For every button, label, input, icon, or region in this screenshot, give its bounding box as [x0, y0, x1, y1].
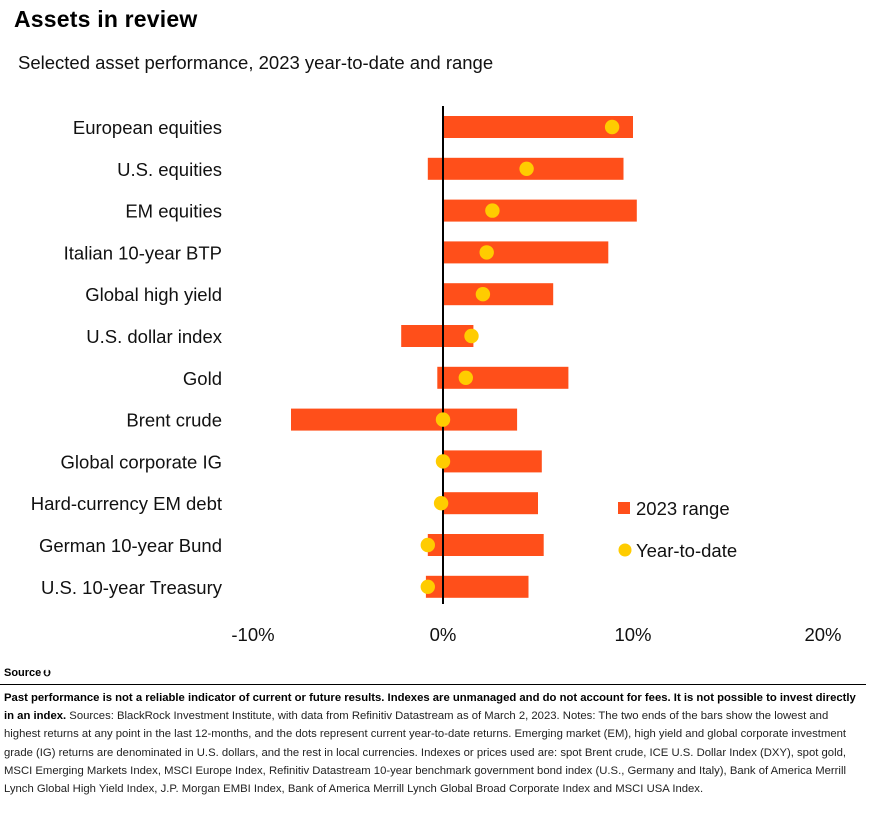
- source-label: Source: [4, 667, 42, 679]
- chart-title: Assets in review: [14, 6, 198, 32]
- legend-ytd-swatch: [618, 543, 632, 557]
- range-bar: [427, 534, 544, 556]
- double-chevron-down-icon: ⮋: [43, 667, 51, 678]
- range-bar: [425, 575, 529, 598]
- x-tick-label: 20%: [804, 624, 841, 645]
- ytd-dot: [604, 119, 620, 135]
- category-label: European equities: [73, 117, 222, 138]
- range-bar: [443, 492, 538, 515]
- ytd-dot: [464, 328, 479, 344]
- legend-ytd-label: Year-to-date: [636, 540, 737, 561]
- x-tick-label: 10%: [614, 624, 651, 645]
- notes-text: Sources: BlackRock Investment Institute,…: [4, 710, 847, 796]
- range-bar: [443, 241, 609, 264]
- range-bar: [443, 283, 554, 306]
- source-toggle[interactable]: Source ⮋: [4, 667, 50, 679]
- category-label: U.S. dollar index: [86, 326, 222, 347]
- disclaimer-text: Past performance is not a reliable indic…: [4, 692, 856, 723]
- ytd-dot: [435, 454, 451, 469]
- ytd-dot: [458, 370, 473, 385]
- category-label: Global high yield: [85, 284, 222, 305]
- category-label: German 10-year Bund: [39, 535, 222, 556]
- ytd-dot: [475, 287, 491, 302]
- footer-divider: [0, 684, 866, 685]
- category-label: Global corporate IG: [61, 451, 222, 472]
- legend-range-label: 2023 range: [636, 498, 730, 519]
- category-label: Brent crude: [126, 410, 222, 431]
- category-label: Gold: [183, 368, 222, 389]
- range-bar: [443, 116, 633, 138]
- chart-subtitle: Selected asset performance, 2023 year-to…: [18, 52, 494, 73]
- ytd-dot: [435, 412, 451, 427]
- ytd-dot: [519, 161, 534, 176]
- ytd-dot: [420, 537, 435, 553]
- range-bar: [437, 366, 569, 389]
- category-label: Italian 10-year BTP: [64, 242, 222, 263]
- range-bar: [291, 408, 518, 431]
- asset-performance-chart: European equities U.S. equities EM equitie…: [31, 106, 842, 645]
- range-bar: [443, 450, 542, 473]
- ytd-dot: [433, 496, 449, 511]
- legend-range-swatch: [618, 502, 630, 514]
- ytd-dot: [485, 203, 500, 218]
- ytd-dot: [479, 245, 494, 260]
- range-bar: [401, 325, 474, 347]
- category-label: EM equities: [125, 201, 222, 222]
- x-tick-label: -10%: [231, 624, 274, 645]
- ytd-dot: [420, 579, 435, 594]
- category-label: Hard-currency EM debt: [31, 493, 222, 514]
- footnote: Past performance is not a reliable indic…: [4, 689, 866, 798]
- x-tick-label: 0%: [430, 624, 457, 645]
- range-bar: [443, 199, 637, 222]
- category-label: U.S. 10-year Treasury: [41, 577, 223, 598]
- category-label: U.S. equities: [117, 159, 222, 180]
